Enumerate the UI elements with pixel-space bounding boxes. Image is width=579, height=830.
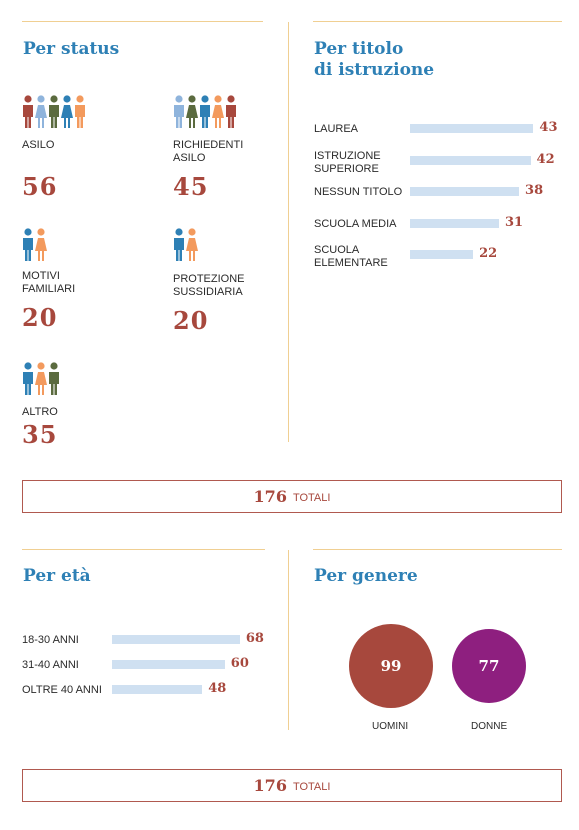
bar xyxy=(112,685,203,694)
status-label: MOTIVI FAMILIARI xyxy=(22,270,76,295)
bar-value-label: 42 xyxy=(536,151,555,167)
bar-value-label: 68 xyxy=(245,631,264,646)
person-icon xyxy=(61,95,73,128)
person-icon xyxy=(200,95,210,128)
people-icon xyxy=(22,362,61,396)
person-icon xyxy=(23,95,33,128)
men-circle: 99 xyxy=(349,624,433,708)
status-label: ASILO xyxy=(22,139,55,151)
person-icon xyxy=(23,228,33,261)
total-value: 176 xyxy=(253,776,287,795)
age-title: Per età xyxy=(23,566,91,586)
total-label: TOTALI xyxy=(292,781,331,793)
bar-category-label: SCUOLA MEDIA xyxy=(314,217,397,230)
person-icon xyxy=(226,95,236,128)
bar-value-label: 22 xyxy=(479,246,498,261)
person-icon xyxy=(174,228,184,261)
men-label: UOMINI xyxy=(372,721,409,732)
total-box-bottom: 176 TOTALI xyxy=(22,769,562,802)
person-icon xyxy=(23,362,33,395)
person-icon xyxy=(35,362,47,395)
gender-title: Per genere xyxy=(314,566,418,586)
rule-status xyxy=(22,21,263,22)
person-icon xyxy=(186,228,198,261)
bar xyxy=(410,218,499,228)
people-icon xyxy=(22,228,48,262)
status-label: PROTEZIONE SUSSIDIARIA xyxy=(173,273,245,298)
status-value: 56 xyxy=(22,172,58,201)
bar xyxy=(410,124,534,133)
bar xyxy=(410,250,474,259)
people-icon xyxy=(173,228,199,262)
rule-age xyxy=(22,549,265,550)
bar-category-label: OLTRE 40 ANNI xyxy=(22,684,102,696)
status-label: ALTRO xyxy=(22,406,58,418)
bar-category-label: SCUOLA ELEMENTARE xyxy=(314,244,388,269)
rule-gender xyxy=(313,549,562,550)
bar-category-label: 31-40 ANNI xyxy=(22,659,79,671)
bar xyxy=(410,187,520,196)
total-value: 176 xyxy=(253,487,287,506)
person-icon xyxy=(35,228,47,261)
divider-top xyxy=(288,22,289,442)
person-icon xyxy=(49,362,59,395)
bar xyxy=(112,635,240,644)
rule-education xyxy=(313,21,562,22)
status-value: 20 xyxy=(22,303,58,332)
bar xyxy=(112,660,225,669)
person-icon xyxy=(75,95,85,128)
person-icon xyxy=(35,95,47,128)
bar-value-label: 48 xyxy=(208,681,227,696)
status-label: RICHIEDENTI ASILO xyxy=(173,139,244,164)
status-value: 20 xyxy=(173,306,209,335)
bar-value-label: 43 xyxy=(539,120,558,135)
women-label: DONNE xyxy=(471,721,508,732)
people-icon xyxy=(22,95,87,129)
bar-category-label: 18-30 ANNI xyxy=(22,634,79,646)
divider-bottom xyxy=(288,550,289,730)
bar-category-label: NESSUN TITOLO xyxy=(314,186,403,198)
people-icon xyxy=(173,95,238,129)
status-title: Per status xyxy=(23,39,120,59)
status-value: 45 xyxy=(173,172,209,201)
person-icon xyxy=(174,95,184,128)
person-icon xyxy=(186,95,198,128)
person-icon xyxy=(49,95,59,128)
education-title: Per titolo di istruzione xyxy=(314,39,435,80)
bar-category-label: ISTRUZIONE SUPERIORE xyxy=(314,149,381,175)
bar-category-label: LAUREA xyxy=(314,123,359,135)
bar-value-label: 38 xyxy=(525,183,544,198)
total-label: TOTALI xyxy=(292,492,331,504)
bar xyxy=(410,155,531,165)
bar-value-label: 31 xyxy=(504,214,524,230)
bar-value-label: 60 xyxy=(230,656,249,671)
total-box-top: 176 TOTALI xyxy=(22,480,562,513)
status-value: 35 xyxy=(22,420,58,449)
person-icon xyxy=(212,95,224,128)
women-circle: 77 xyxy=(451,628,527,704)
